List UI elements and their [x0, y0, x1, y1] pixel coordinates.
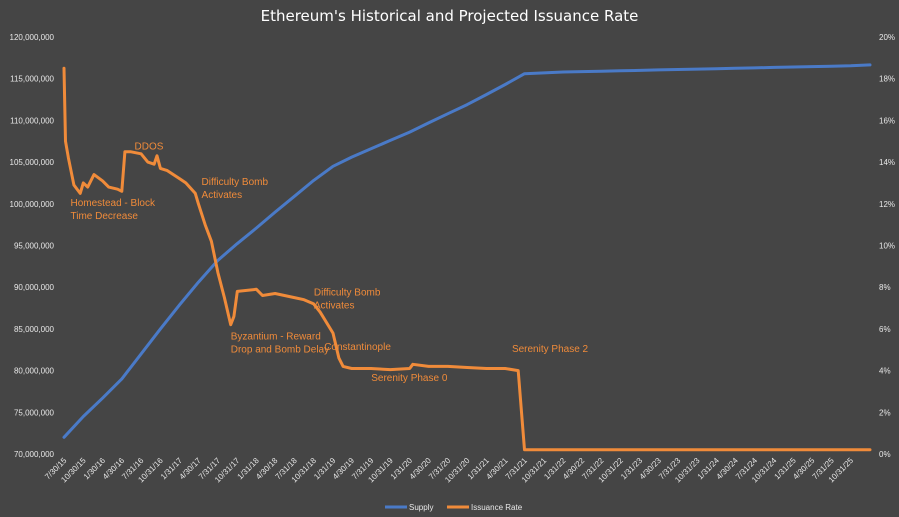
- annotation-label: Time Decrease: [71, 211, 139, 222]
- chart-title: Ethereum's Historical and Projected Issu…: [261, 7, 639, 25]
- left-axis-ticks: 70,000,000 75,000,000 80,000,000 85,000,000…: [10, 33, 55, 459]
- y-right-tick-label: 4%: [879, 367, 891, 376]
- y-left-tick-label: 90,000,000: [14, 283, 55, 292]
- annotation-label: Homestead - Block: [71, 198, 156, 209]
- annotations-layer: DDOS Homestead - Block Time Decrease Diffic…: [71, 142, 589, 384]
- y-left-tick-label: 110,000,000: [10, 116, 54, 125]
- y-right-tick-label: 6%: [879, 325, 891, 334]
- y-right-tick-label: 2%: [879, 408, 891, 417]
- y-right-tick-label: 10%: [879, 242, 895, 251]
- annotation-label: Activates: [314, 301, 355, 312]
- y-left-tick-label: 75,000,000: [14, 408, 55, 417]
- y-right-tick-label: 20%: [879, 33, 895, 42]
- annotation-label: DDOS: [135, 142, 164, 153]
- y-left-tick-label: 120,000,000: [10, 33, 55, 42]
- y-right-tick-label: 18%: [879, 75, 895, 84]
- annotation-label: Byzantium - Reward: [231, 331, 321, 342]
- legend: Supply Issuance Rate: [385, 503, 523, 512]
- legend-label: Supply: [409, 503, 433, 512]
- y-left-tick-label: 100,000,000: [10, 200, 55, 209]
- y-right-tick-label: 0%: [879, 450, 891, 459]
- annotation-label: Activates: [202, 190, 243, 201]
- y-right-tick-label: 16%: [879, 116, 895, 125]
- right-axis-ticks: 0% 2% 4% 6% 8% 10% 12% 14% 16% 18% 20%: [879, 33, 895, 459]
- y-right-tick-label: 14%: [879, 158, 895, 167]
- annotation-label: Serenity Phase 2: [512, 344, 589, 355]
- series-line-issuance-rate: [62, 66, 872, 452]
- x-axis-ticks: 7/30/1510/30/151/30/164/30/167/31/1610/3…: [43, 456, 855, 485]
- y-left-tick-label: 95,000,000: [14, 242, 55, 251]
- series-layer: [62, 63, 872, 452]
- annotation-label: Serenity Phase 0: [371, 373, 448, 384]
- y-left-tick-label: 85,000,000: [14, 325, 55, 334]
- y-right-tick-label: 12%: [879, 200, 895, 209]
- annotation-label: Difficulty Bomb: [202, 177, 269, 188]
- y-left-tick-label: 115,000,000: [10, 75, 54, 84]
- annotation-label: Difficulty Bomb: [314, 288, 381, 299]
- annotation-label: Constantinople: [324, 342, 391, 353]
- annotation-label: Drop and Bomb Delay: [231, 344, 329, 355]
- y-left-tick-label: 105,000,000: [10, 158, 55, 167]
- series-line-supply: [62, 63, 872, 439]
- legend-label: Issuance Rate: [471, 503, 523, 512]
- y-left-tick-label: 80,000,000: [14, 367, 55, 376]
- y-left-tick-label: 70,000,000: [14, 450, 55, 459]
- y-right-tick-label: 8%: [879, 283, 891, 292]
